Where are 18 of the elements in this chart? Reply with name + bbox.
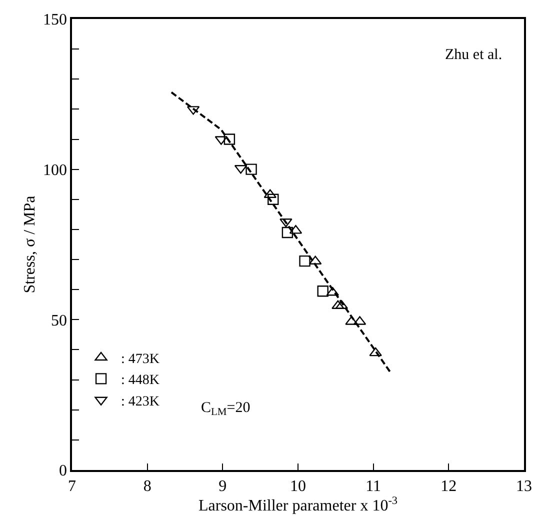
y-tick-label: 150 bbox=[43, 12, 68, 29]
x-tick-label: 11 bbox=[366, 478, 382, 495]
annotation: C$_{LM}$=20 bbox=[201, 400, 250, 418]
legend-label: : 423K bbox=[121, 394, 160, 410]
x-tick-label: 13 bbox=[516, 478, 532, 495]
x-tick-label: 8 bbox=[143, 478, 152, 495]
y-tick-label: 50 bbox=[51, 312, 68, 330]
y-tick-label: 0 bbox=[59, 462, 68, 480]
x-tick-label: 7 bbox=[68, 478, 76, 495]
x-tick-label: 9 bbox=[218, 478, 227, 495]
x-tick-label: 10 bbox=[290, 478, 306, 495]
y-axis-title: Stress, σ / MPa bbox=[21, 196, 38, 294]
annotation: Zhu et al. bbox=[445, 47, 502, 63]
legend-label: : 448K bbox=[121, 373, 160, 388]
x-axis-title: Larson-Miller parameter x 10$^{-3}$ bbox=[198, 494, 398, 515]
x-tick-label: 12 bbox=[440, 478, 457, 495]
y-tick-label: 100 bbox=[43, 162, 68, 179]
legend-label: : 473K bbox=[121, 352, 160, 367]
